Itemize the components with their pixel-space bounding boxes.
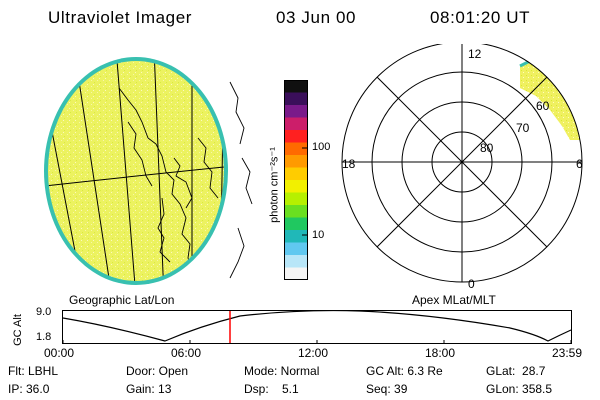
param-seq: Seq: 39 — [366, 382, 408, 396]
param-dsp: Dsp: 5.1 — [244, 382, 299, 396]
mlat-label-60: 60 — [536, 99, 550, 113]
colorbar-cell — [284, 142, 308, 156]
colorbar-cell — [284, 105, 308, 119]
colorbar-cell — [284, 267, 308, 280]
altitude-xtick-2359: 23:59 — [552, 346, 583, 360]
colorbar-tick-label-10: 10 — [312, 229, 325, 241]
altitude-xtick-0600: 06:00 — [171, 346, 202, 360]
altitude-xticks — [62, 340, 572, 343]
colorbar-unit-label: photon cm⁻²s⁻¹ — [268, 147, 281, 223]
observation-time: 08:01:20 UT — [430, 8, 531, 27]
colorbar-cell — [284, 167, 308, 181]
param-glon: GLon: 358.5 — [486, 382, 553, 396]
instrument-title: Ultraviolet Imager — [48, 8, 193, 27]
param-ip: IP: 36.0 — [8, 382, 50, 396]
coastlines — [118, 87, 224, 275]
colorbar-frame — [284, 80, 308, 280]
colorbar-cell — [284, 92, 308, 106]
polar-plot: 12 18 6 0 60 70 80 — [341, 44, 583, 291]
observation-date: 03 Jun 00 — [276, 8, 357, 27]
colorbar-cell — [284, 117, 308, 131]
geographic-map — [44, 57, 253, 285]
altitude-ymax: 9.0 — [36, 306, 52, 318]
param-door: Door: Open — [126, 364, 189, 378]
colorbar-cell — [284, 80, 308, 94]
mlat-label-70: 70 — [516, 121, 530, 135]
colorbar-cell — [284, 217, 308, 231]
mlt-label-12: 12 — [468, 47, 482, 61]
limb-coast-fragments — [229, 81, 253, 279]
mlt-label-18: 18 — [342, 157, 356, 171]
param-gc-alt: GC Alt: 6.3 Re — [366, 364, 443, 378]
altitude-xtick-1800: 18:00 — [425, 346, 456, 360]
colorbar-cell — [284, 155, 308, 169]
param-glat: GLat: 28.7 — [486, 364, 546, 378]
altitude-ylabel: GC Alt — [12, 314, 24, 346]
param-mode: Mode: Normal — [244, 364, 320, 378]
altitude-ymin: 1.8 — [36, 331, 52, 343]
aurora-oval — [520, 58, 582, 140]
colorbar — [284, 80, 308, 280]
map-label: Geographic Lat/Lon — [69, 293, 175, 307]
altitude-curve — [62, 309, 572, 342]
param-filter: Flt: LBHL — [8, 364, 59, 378]
earth-disk — [48, 61, 224, 281]
colorbar-gradient — [284, 80, 308, 280]
colorbar-cell — [284, 255, 308, 269]
altitude-xtick-0000: 00:00 — [44, 346, 75, 360]
colorbar-cell — [284, 192, 308, 206]
mlat-label-80: 80 — [480, 141, 494, 155]
colorbar-tick-label-100: 100 — [312, 141, 331, 153]
param-gain: Gain: 13 — [126, 382, 172, 396]
polar-label: Apex MLat/MLT — [412, 293, 496, 307]
altitude-ylabel-box: GC Alt — [2, 314, 32, 346]
colorbar-cell — [284, 205, 308, 219]
altitude-frame — [62, 310, 572, 344]
polar-grid — [341, 44, 583, 283]
colorbar-cell — [284, 130, 308, 144]
mlt-label-6: 6 — [576, 157, 583, 171]
colorbar-cell — [284, 242, 308, 256]
mlt-label-0: 0 — [468, 277, 475, 291]
altitude-plot — [62, 309, 572, 344]
colorbar-cell — [284, 230, 308, 244]
altitude-xtick-1200: 12:00 — [298, 346, 329, 360]
colorbar-cell — [284, 180, 308, 194]
